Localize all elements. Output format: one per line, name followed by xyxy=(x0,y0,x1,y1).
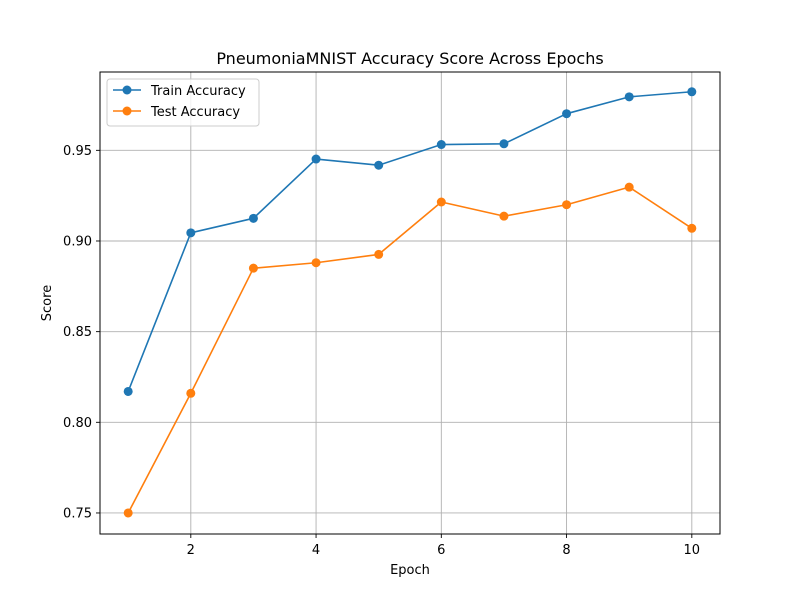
y-tick-label: 0.95 xyxy=(63,144,92,159)
data-point-train-accuracy xyxy=(436,140,446,150)
data-point-test-accuracy xyxy=(248,263,258,273)
axes-frame xyxy=(99,71,721,535)
plot-area xyxy=(100,72,720,534)
data-point-train-accuracy xyxy=(687,87,697,97)
data-point-test-accuracy xyxy=(687,223,697,233)
data-point-test-accuracy xyxy=(624,182,634,192)
series-lines xyxy=(123,87,697,518)
x-tick-label: 6 xyxy=(437,543,445,558)
axes xyxy=(96,71,721,538)
x-tick-label: 8 xyxy=(562,543,570,558)
series-test-accuracy xyxy=(123,182,697,518)
x-tick-label: 10 xyxy=(684,543,701,558)
legend-marker-train xyxy=(122,85,132,95)
tick-labels: 2 4 6 8 10 0.75 0.80 0.85 0.90 0.95 xyxy=(63,144,700,558)
legend: Train Accuracy Test Accuracy xyxy=(106,78,260,127)
data-point-train-accuracy xyxy=(624,92,634,102)
data-point-train-accuracy xyxy=(311,154,321,164)
data-point-test-accuracy xyxy=(186,388,196,398)
data-point-train-accuracy xyxy=(562,109,572,119)
chart-title: PneumoniaMNIST Accuracy Score Across Epo… xyxy=(216,49,603,68)
series-train-accuracy xyxy=(123,87,697,396)
legend-label-test: Test Accuracy xyxy=(150,105,240,120)
data-point-test-accuracy xyxy=(499,211,509,221)
data-point-train-accuracy xyxy=(248,213,258,223)
data-point-test-accuracy xyxy=(562,200,572,210)
y-tick-label: 0.75 xyxy=(63,506,92,521)
legend-label-train: Train Accuracy xyxy=(150,84,246,99)
series-line-train-accuracy xyxy=(127,90,692,392)
x-axis-label: Epoch xyxy=(390,563,430,578)
data-point-train-accuracy xyxy=(499,139,509,149)
x-tick-label: 4 xyxy=(312,543,320,558)
data-point-test-accuracy xyxy=(311,258,321,268)
y-tick-label: 0.85 xyxy=(63,325,92,340)
data-point-test-accuracy xyxy=(123,508,133,518)
y-axis-label: Score xyxy=(40,285,55,321)
legend-frame xyxy=(106,78,260,127)
x-tick-label: 2 xyxy=(187,543,195,558)
y-tick-label: 0.80 xyxy=(63,416,92,431)
data-point-test-accuracy xyxy=(436,197,446,207)
legend-marker-test xyxy=(122,106,132,116)
data-point-test-accuracy xyxy=(374,249,384,259)
data-point-train-accuracy xyxy=(374,160,384,170)
series-line-test-accuracy xyxy=(127,186,693,514)
y-tick-label: 0.90 xyxy=(63,234,92,249)
data-point-train-accuracy xyxy=(123,386,133,396)
data-point-train-accuracy xyxy=(186,228,196,238)
